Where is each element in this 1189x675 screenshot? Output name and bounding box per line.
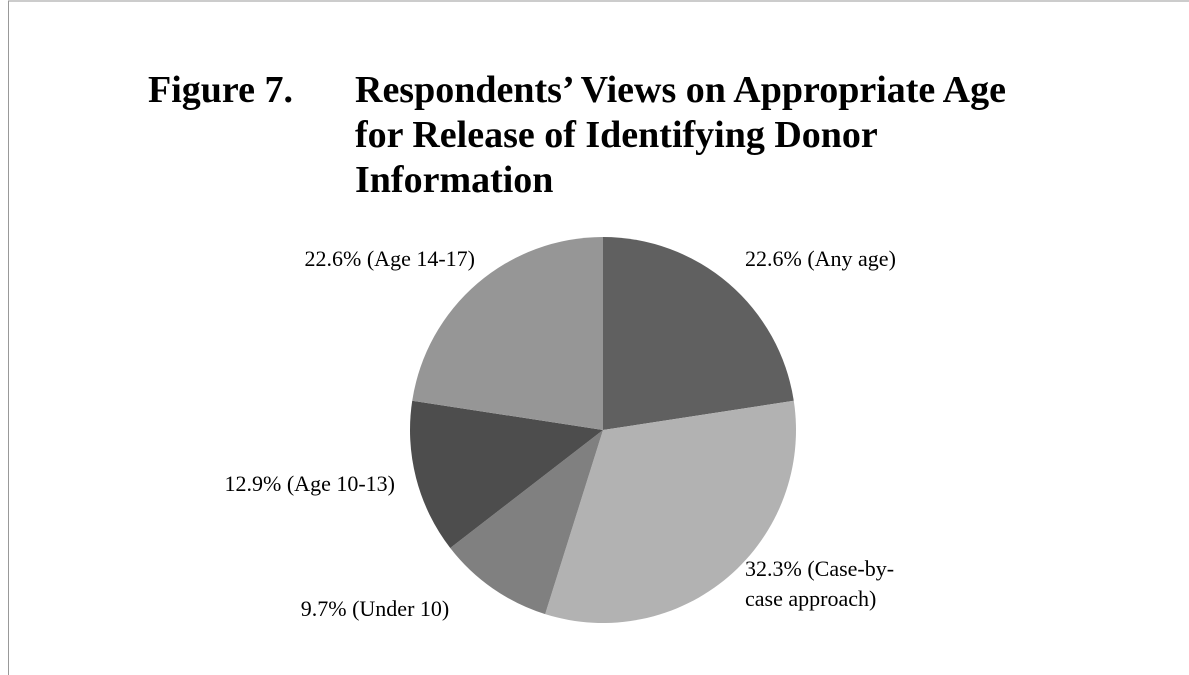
data-label: 22.6% (Age 14-17) bbox=[305, 246, 475, 271]
chart-title: Information bbox=[355, 159, 553, 201]
data-label-line: 22.6% (Any age) bbox=[745, 246, 896, 271]
pie-slice bbox=[410, 400, 603, 548]
pie-slice bbox=[412, 237, 603, 430]
data-label-line: 22.6% (Age 14-17) bbox=[305, 246, 475, 271]
data-label: 22.6% (Any age) bbox=[745, 246, 896, 271]
pie-slice bbox=[450, 430, 603, 615]
data-label: 32.3% (Case-by-case approach) bbox=[745, 556, 894, 611]
data-label-line: 12.9% (Age 10-13) bbox=[225, 471, 395, 496]
chart-title: Respondents’ Views on Appropriate Age bbox=[355, 69, 1006, 111]
pie-slice bbox=[603, 237, 794, 430]
data-label-line: 9.7% (Under 10) bbox=[301, 596, 449, 621]
data-label: 9.7% (Under 10) bbox=[301, 596, 449, 621]
figure-label: Figure 7. bbox=[148, 69, 293, 111]
data-label-line: case approach) bbox=[745, 586, 876, 611]
pie-slice bbox=[545, 400, 796, 623]
data-label: 12.9% (Age 10-13) bbox=[225, 471, 395, 496]
data-label-line: 32.3% (Case-by- bbox=[745, 556, 894, 581]
chart-title: for Release of Identifying Donor bbox=[355, 114, 878, 156]
